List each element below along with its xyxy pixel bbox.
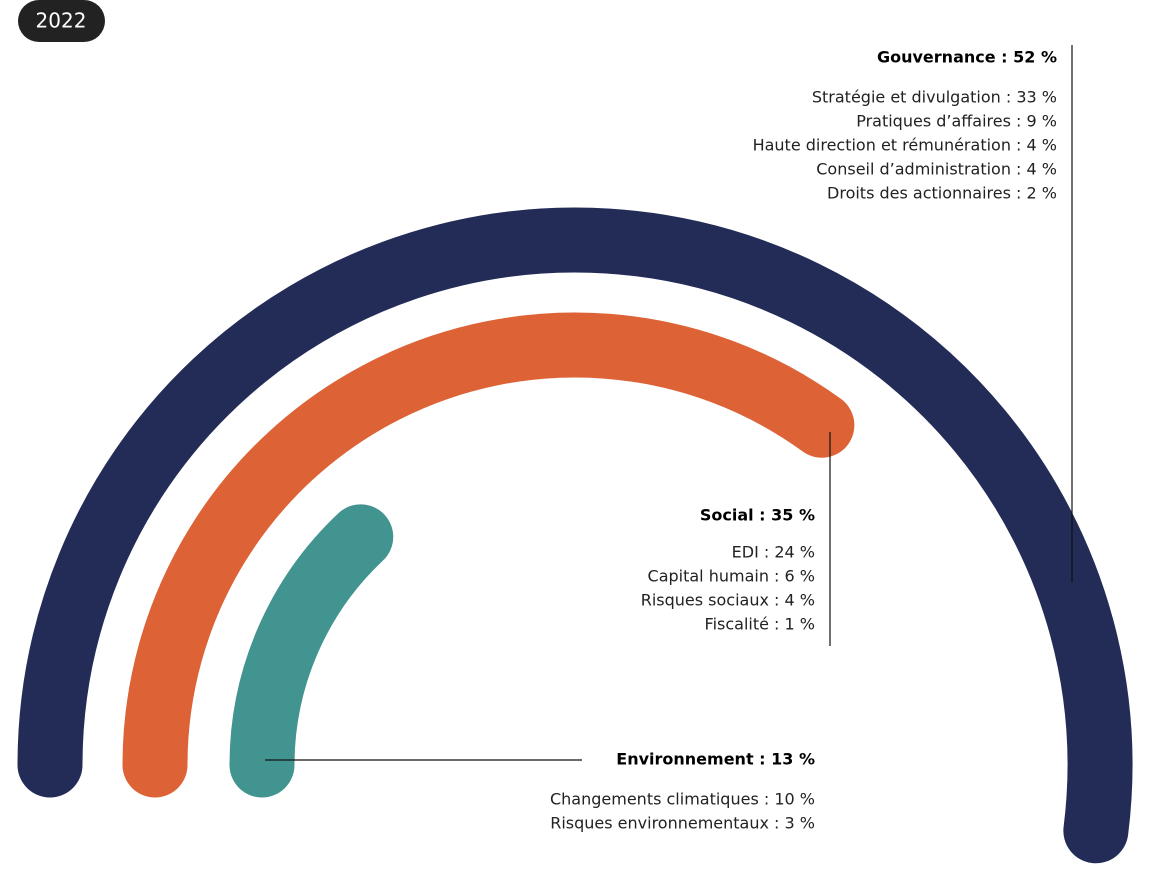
arc-bar [122,312,855,798]
category-label: Gouvernance : 52 % [877,48,1057,67]
detail-label: Stratégie et divulgation : 33 % [812,88,1057,107]
year-badge [18,0,105,42]
year-label: 2022 [36,9,87,33]
detail-label: Changements climatiques : 10 % [550,790,815,809]
detail-label: Risques sociaux : 4 % [641,591,815,610]
detail-label: Capital humain : 6 % [648,567,815,586]
arc-bar [229,504,394,798]
detail-label: Haute direction et rémunération : 4 % [753,136,1057,155]
detail-label: Droits des actionnaires : 2 % [827,184,1057,203]
detail-label: EDI : 24 % [732,543,815,562]
detail-label: Fiscalité : 1 % [705,615,815,634]
detail-label: Conseil d’administration : 4 % [816,160,1057,179]
category-label: Social : 35 % [700,506,815,525]
detail-label: Pratiques d’affaires : 9 % [856,112,1057,131]
arc-bar [17,207,1133,864]
detail-label: Risques environnementaux : 3 % [550,814,815,833]
category-label: Environnement : 13 % [616,750,815,769]
